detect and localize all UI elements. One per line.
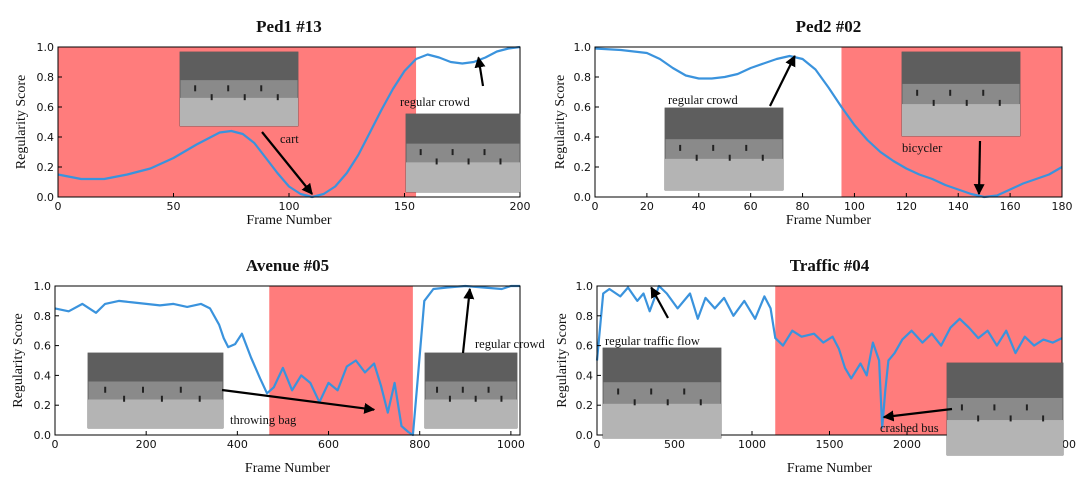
chart-title: Avenue #05: [246, 256, 329, 275]
y-tick-label: 0.2: [34, 399, 52, 412]
video-frame-thumbnail: [179, 51, 299, 127]
x-axis-label: Frame Number: [786, 213, 871, 228]
y-tick-label: 0.2: [574, 161, 592, 174]
x-tick-label: 200: [136, 438, 157, 451]
chart-panel-4: 0500100015002000250030000.00.20.40.60.81…: [555, 256, 1076, 476]
y-tick-label: 1.0: [576, 280, 594, 293]
y-tick-label: 0.8: [37, 71, 55, 84]
x-tick-label: 40: [692, 200, 706, 213]
annotation-arrow: [474, 56, 486, 87]
x-tick-label: 400: [227, 438, 248, 451]
y-tick-label: 0.6: [37, 101, 55, 114]
plot-frame: [54, 285, 521, 436]
chart-title: Ped2 #02: [796, 17, 862, 36]
y-tick-label: 0.4: [34, 369, 52, 382]
x-tick-label: 160: [1000, 200, 1021, 213]
y-tick-label: 1.0: [574, 41, 592, 54]
annotation-label: cart: [280, 132, 299, 146]
y-tick-label: 0.6: [576, 340, 594, 353]
x-tick-label: 150: [394, 200, 415, 213]
video-frame-thumbnail: [664, 107, 784, 191]
x-tick-label: 100: [279, 200, 300, 213]
x-tick-label: 1500: [816, 438, 844, 451]
y-tick-label: 0.2: [37, 161, 55, 174]
chart-panel-2: 0 20 40 60 80 100 120 140 160 180 0.0 0.2 0.4 0.6 0.8 1…: [553, 17, 1073, 228]
chart-panel-3: 0 200 400 600 800 1000 0.0 0.2 0.4 0.6 0.8 1.0 Avenu…: [11, 256, 546, 476]
x-tick-label: 200: [510, 200, 531, 213]
y-tick-label: 0.0: [574, 191, 592, 204]
y-tick-label: 0.8: [576, 310, 594, 323]
y-tick-label: 0.0: [34, 429, 52, 442]
y-tick-label: 0.4: [574, 131, 592, 144]
x-tick-label: 800: [409, 438, 430, 451]
y-tick-label: 0.4: [576, 369, 594, 382]
x-tick-label: 100: [844, 200, 865, 213]
video-frame-thumbnail: [946, 362, 1064, 456]
y-tick-label: 0.6: [34, 340, 52, 353]
x-tick-label: 0: [55, 200, 62, 213]
x-tick-label: 180: [1052, 200, 1073, 213]
x-tick-label: 500: [664, 438, 685, 451]
video-frame-thumbnail: [424, 352, 518, 429]
x-tick-label: 50: [167, 200, 181, 213]
x-axis-label: Frame Number: [246, 213, 331, 228]
y-axis-label: Regularity Score: [14, 75, 29, 169]
chart-title: Traffic #04: [790, 256, 870, 275]
x-tick-label: 600: [318, 438, 339, 451]
annotation-label: regular crowd: [668, 93, 739, 107]
series-line: [57, 45, 521, 199]
x-axis-label: Frame Number: [787, 461, 872, 476]
chart-title: Ped1 #13: [256, 17, 322, 36]
y-tick-label: 0.0: [37, 191, 55, 204]
annotation-label: bicycler: [902, 141, 943, 155]
y-tick-label: 0.2: [576, 399, 594, 412]
x-tick-label: 120: [896, 200, 917, 213]
y-axis-label: Regularity Score: [11, 313, 26, 407]
annotation-arrow: [221, 388, 376, 414]
video-frame-thumbnail: [602, 347, 722, 439]
annotation-label: throwing bag: [230, 413, 297, 427]
plot-frame: [594, 46, 1063, 198]
video-frame-thumbnail: [901, 51, 1021, 137]
annotation-arrow: [882, 407, 953, 422]
x-tick-label: 60: [744, 200, 758, 213]
annotation-arrow: [461, 287, 475, 354]
y-tick-label: 0.4: [37, 131, 55, 144]
video-frame-thumbnail: [405, 113, 521, 193]
x-tick-label: 0: [592, 200, 599, 213]
annotation-arrow: [769, 55, 796, 107]
x-tick-label: 2000: [893, 438, 921, 451]
chart-panel-1: 0 50 100 150 200 0.0 0.2 0.4 0.6 0.8 1.0 Ped1 #13 Fr…: [14, 17, 531, 228]
annotation-arrow: [261, 131, 313, 195]
x-tick-label: 20: [640, 200, 654, 213]
annotation-arrow: [650, 286, 669, 319]
annotation-arrow: [973, 140, 985, 196]
y-tick-label: 1.0: [37, 41, 55, 54]
annotation-label: regular crowd: [475, 337, 546, 351]
y-tick-label: 0.8: [574, 71, 592, 84]
series-line: [595, 284, 1063, 429]
series-line: [54, 284, 520, 437]
x-tick-label: 1000: [497, 438, 525, 451]
video-frame-thumbnail: [87, 352, 224, 429]
annotation-label: regular traffic flow: [605, 334, 700, 348]
y-axis-label: Regularity Score: [555, 313, 570, 407]
annotation-label: regular crowd: [400, 95, 471, 109]
y-tick-label: 0.0: [576, 429, 594, 442]
y-tick-label: 0.8: [34, 310, 52, 323]
x-tick-label: 0: [594, 438, 601, 451]
y-axis-label: Regularity Score: [553, 75, 568, 169]
x-tick-label: 80: [796, 200, 810, 213]
y-tick-label: 1.0: [34, 280, 52, 293]
x-axis-label: Frame Number: [245, 461, 330, 476]
x-tick-label: 140: [948, 200, 969, 213]
annotation-label: crashed bus: [880, 421, 939, 435]
y-tick-label: 0.6: [574, 101, 592, 114]
x-tick-label: 0: [52, 438, 59, 451]
x-tick-label: 1000: [738, 438, 766, 451]
